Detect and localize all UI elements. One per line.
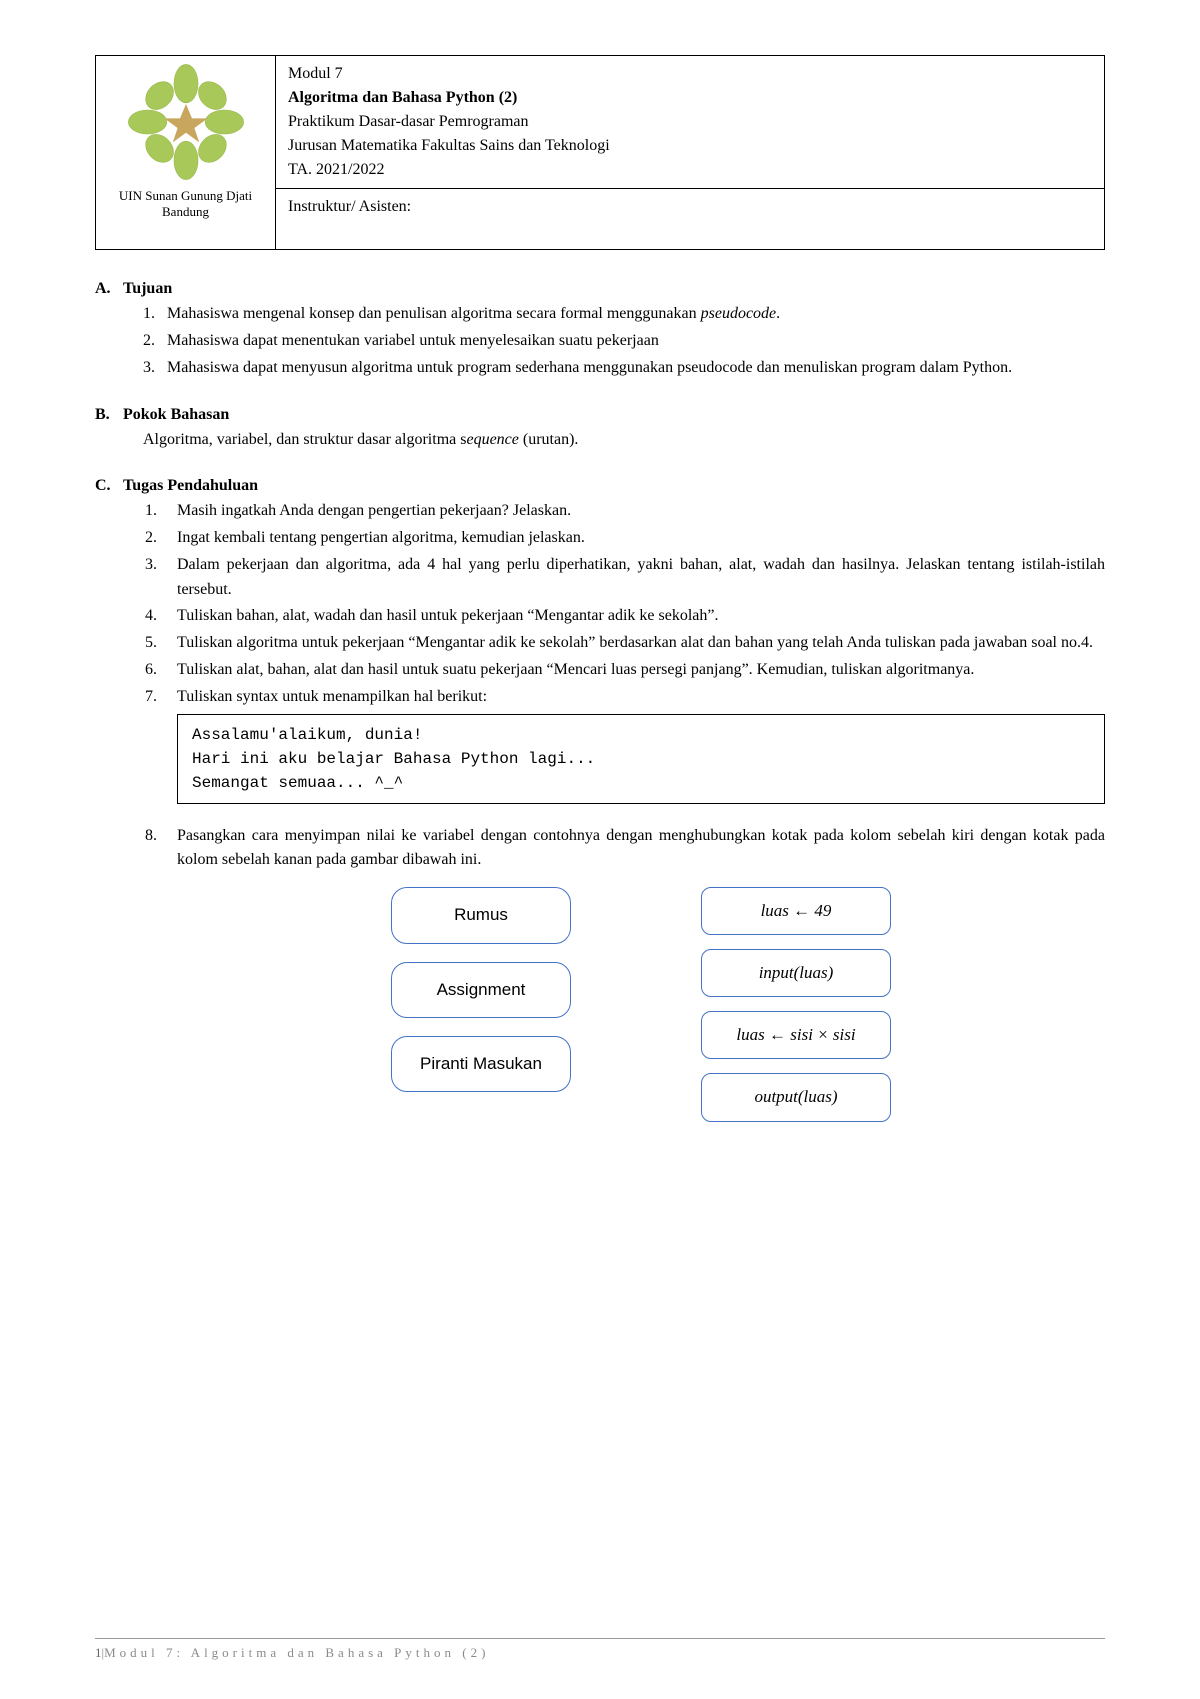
section-c-list: 1.Masih ingatkah Anda dengan pengertian … [123, 499, 1105, 1121]
code-box: Assalamu'alaikum, dunia! Hari ini aku be… [177, 714, 1105, 804]
page-footer: 1|Modul 7: Algoritma dan Bahasa Python (… [95, 1638, 1105, 1661]
section-b-content: Algoritma, variabel, dan struktur dasar … [123, 428, 1105, 453]
list-item: 7. Tuliskan syntax untuk menampilkan hal… [145, 685, 1105, 816]
institution-name-line2: Bandung [108, 204, 263, 220]
list-item: 3. Mahasiswa dapat menyusun algoritma un… [143, 356, 1105, 381]
logo-cell: UIN Sunan Gunung Djati Bandung [96, 56, 276, 250]
list-item: 4.Tuliskan bahan, alat, wadah dan hasil … [145, 604, 1105, 629]
section-c: C. Tugas Pendahuluan 1.Masih ingatkah An… [95, 477, 1105, 1123]
list-item: 8. Pasangkan cara menyimpan nilai ke var… [145, 824, 1105, 1122]
list-item: 2. Mahasiswa dapat menentukan variabel u… [143, 329, 1105, 354]
institution-logo-icon [121, 62, 251, 182]
section-a: A. Tujuan 1. Mahasiswa mengenal konsep d… [95, 280, 1105, 382]
section-c-title: Tugas Pendahuluan [123, 477, 1105, 495]
list-item: 1. Mahasiswa mengenal konsep dan penulis… [143, 302, 1105, 327]
module-title: Algoritma dan Bahasa Python (2) [288, 86, 1092, 110]
list-item: 1.Masih ingatkah Anda dengan pengertian … [145, 499, 1105, 524]
section-c-letter: C. [95, 477, 123, 495]
list-item: 2.Ingat kembali tentang pengertian algor… [145, 526, 1105, 551]
header-table: UIN Sunan Gunung Djati Bandung Modul 7 A… [95, 55, 1105, 250]
match-box-right: luas ← 49 [701, 887, 891, 935]
section-b: B. Pokok Bahasan Algoritma, variabel, da… [95, 406, 1105, 453]
list-item: 5.Tuliskan algoritma untuk pekerjaan “Me… [145, 631, 1105, 656]
match-box-left: Assignment [391, 962, 571, 1018]
institution-name-line1: UIN Sunan Gunung Djati [108, 188, 263, 204]
match-box-left: Piranti Masukan [391, 1036, 571, 1092]
match-diagram: Rumus Assignment Piranti Masukan luas ← … [177, 887, 1105, 1121]
section-a-list: 1. Mahasiswa mengenal konsep dan penulis… [123, 302, 1105, 380]
match-left-column: Rumus Assignment Piranti Masukan [391, 887, 571, 1121]
match-box-right: input(luas) [701, 949, 891, 997]
section-a-title: Tujuan [123, 280, 1105, 298]
match-right-column: luas ← 49 input(luas) luas ← sisi × sisi… [701, 887, 891, 1121]
module-subtitle2: Jurusan Matematika Fakultas Sains dan Te… [288, 134, 1092, 158]
match-box-right: luas ← sisi × sisi [701, 1011, 891, 1059]
footer-text: Modul 7: Algoritma dan Bahasa Python (2) [104, 1645, 489, 1660]
match-box-right: output(luas) [701, 1073, 891, 1121]
module-subtitle1: Praktikum Dasar-dasar Pemrograman [288, 110, 1092, 134]
section-b-letter: B. [95, 406, 123, 424]
list-item: 6.Tuliskan alat, bahan, alat dan hasil u… [145, 658, 1105, 683]
section-b-title: Pokok Bahasan [123, 406, 1105, 424]
module-label: Modul 7 [288, 62, 1092, 86]
header-info-cell: Modul 7 Algoritma dan Bahasa Python (2) … [276, 56, 1105, 189]
instructor-cell: Instruktur/ Asisten: [276, 189, 1105, 250]
instructor-label: Instruktur/ Asisten: [288, 198, 411, 215]
section-a-letter: A. [95, 280, 123, 298]
module-year: TA. 2021/2022 [288, 158, 1092, 182]
match-box-left: Rumus [391, 887, 571, 943]
list-item: 3.Dalam pekerjaan dan algoritma, ada 4 h… [145, 553, 1105, 603]
